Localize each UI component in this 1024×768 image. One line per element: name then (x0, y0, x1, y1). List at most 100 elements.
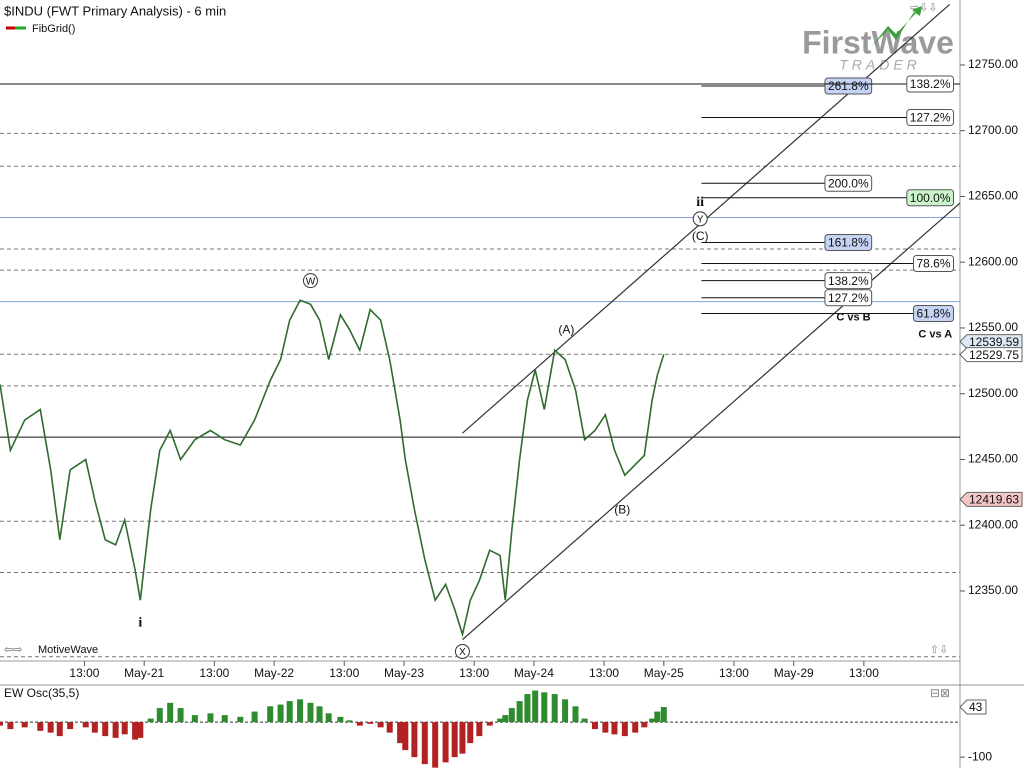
osc-bar (167, 702, 174, 723)
chart-title: $INDU (FWT Primary Analysis) - 6 min (4, 3, 226, 18)
osc-bar (137, 722, 144, 738)
y-tick-label: 12750.00 (968, 57, 1018, 71)
logo: FirstWave (802, 24, 954, 60)
osc-bar (459, 722, 466, 754)
x-tick-label: 13:00 (329, 666, 359, 680)
logo-tagline: TRADER (839, 57, 921, 73)
fib-level: 78.6% (701, 255, 955, 273)
nav-icon[interactable]: ⇦⇨ (4, 644, 22, 656)
osc-bar (442, 722, 449, 763)
osc-bar (102, 722, 109, 737)
osc-bar (581, 718, 588, 723)
osc-bar (532, 690, 539, 723)
osc-bar (591, 722, 598, 730)
wave-label: (C) (692, 229, 709, 243)
osc-bar (432, 722, 439, 768)
fib-box (824, 77, 873, 95)
price-tag-label: 12539.59 (969, 335, 1019, 349)
osc-bar (7, 722, 14, 730)
legend-entry: FibGrid() (32, 23, 75, 35)
osc-bar (356, 722, 363, 726)
osc-bar (21, 722, 28, 728)
osc-bar (121, 722, 128, 735)
y-tick-label: 12650.00 (968, 189, 1018, 203)
price-tag-label: 12419.63 (969, 493, 1019, 507)
fib-level: 200.0% (701, 174, 873, 192)
y-tick-label: 12500.00 (968, 386, 1018, 400)
fib-box (824, 174, 873, 192)
osc-bar (508, 708, 515, 723)
fib-box (824, 272, 873, 290)
x-tick-label: 13:00 (199, 666, 229, 680)
price-tag (959, 491, 1023, 507)
fib-label: 78.6% (916, 257, 950, 271)
osc-bar (277, 704, 284, 723)
fib-level: 127.2% (701, 289, 873, 307)
osc-bar (502, 715, 509, 723)
osc-bar (524, 694, 531, 723)
fib-level: 61.8% (701, 304, 955, 322)
x-tick-label: May-21 (124, 666, 164, 680)
osc-bar (386, 722, 393, 733)
wave-label: i (138, 616, 142, 631)
osc-bar (207, 713, 214, 723)
osc-bar (602, 722, 609, 733)
osc-bar (82, 722, 89, 728)
y-tick-label: 12350.00 (968, 583, 1018, 597)
y-tick-label: 12450.00 (968, 452, 1018, 466)
osc-bar (367, 722, 374, 724)
x-tick-label: 13:00 (719, 666, 749, 680)
osc-bar (421, 722, 428, 765)
wave-label: W (306, 276, 316, 287)
osc-bar (402, 722, 409, 751)
x-tick-label: May-22 (254, 666, 294, 680)
footer-label: MotiveWave (38, 644, 98, 656)
wave-label: (A) (558, 322, 574, 336)
price-tag (959, 334, 1023, 350)
nav-icon[interactable]: ⇧⇩ (930, 644, 948, 656)
fib-level: 161.8% (701, 233, 873, 251)
osc-tag-label: 43 (969, 700, 983, 714)
osc-bar (516, 701, 523, 723)
panel-buttons[interactable]: ⊟⊠ (930, 686, 950, 700)
fib-box (912, 255, 955, 273)
price-tag-label: 12529.75 (969, 348, 1019, 362)
fib-box (912, 304, 955, 322)
x-tick-label: May-24 (514, 666, 554, 680)
osc-bar (572, 706, 579, 723)
fib-label: 161.8% (828, 236, 869, 250)
x-tick-label: May-23 (384, 666, 424, 680)
osc-bar (551, 694, 558, 723)
fib-note: C vs B (836, 311, 870, 323)
osc-bar (286, 701, 293, 723)
osc-bar (377, 722, 384, 728)
osc-bar (112, 722, 119, 738)
y-tick-label: -100 (968, 749, 992, 763)
osc-bar (649, 718, 656, 723)
osc-bar (56, 722, 63, 737)
osc-bar (297, 699, 304, 723)
y-tick-label: 12400.00 (968, 517, 1018, 531)
osc-bar (397, 722, 404, 744)
osc-bar (147, 718, 154, 723)
osc-bar (37, 722, 44, 731)
osc-bar (267, 706, 274, 723)
osc-bar (237, 716, 244, 723)
fib-label: 127.2% (910, 111, 951, 125)
x-tick-label: 13:00 (849, 666, 879, 680)
osc-bar (497, 718, 504, 723)
osc-bar (654, 711, 661, 723)
y-tick-label: 12700.00 (968, 123, 1018, 137)
osc-bar (0, 722, 3, 726)
osc-bar (467, 722, 474, 744)
osc-tag (959, 699, 987, 715)
wave-label: Y (697, 214, 704, 225)
osc-bar (67, 722, 74, 730)
wave-circle (302, 273, 318, 289)
osc-bar (47, 722, 54, 733)
fib-level: 100.0% (701, 189, 955, 207)
trend-channel (462, 202, 961, 641)
fib-box (824, 233, 873, 251)
fib-level: 138.2% (701, 272, 873, 290)
